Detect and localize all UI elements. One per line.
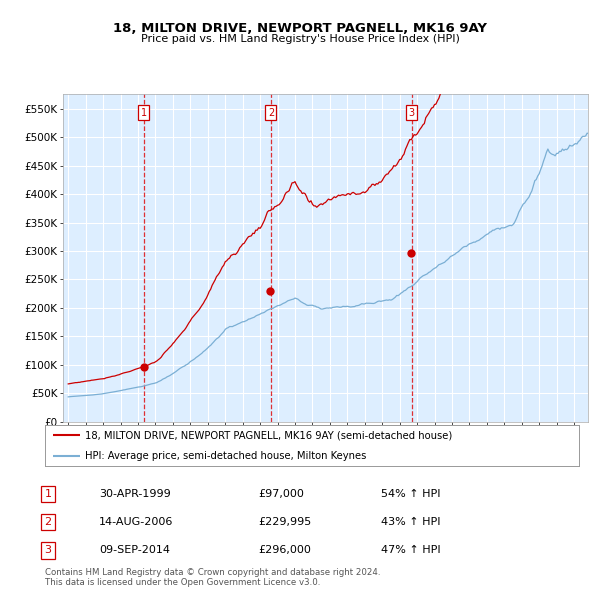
Text: 1: 1 bbox=[140, 107, 147, 117]
Text: 14-AUG-2006: 14-AUG-2006 bbox=[99, 517, 173, 527]
Text: Contains HM Land Registry data © Crown copyright and database right 2024.: Contains HM Land Registry data © Crown c… bbox=[45, 568, 380, 577]
Text: 1: 1 bbox=[44, 489, 52, 499]
Text: 47% ↑ HPI: 47% ↑ HPI bbox=[381, 546, 440, 555]
Text: HPI: Average price, semi-detached house, Milton Keynes: HPI: Average price, semi-detached house,… bbox=[85, 451, 367, 461]
Text: 3: 3 bbox=[44, 546, 52, 555]
Text: 2: 2 bbox=[44, 517, 52, 527]
Text: 2: 2 bbox=[268, 107, 274, 117]
Text: 09-SEP-2014: 09-SEP-2014 bbox=[99, 546, 170, 555]
Text: 3: 3 bbox=[409, 107, 415, 117]
Text: £296,000: £296,000 bbox=[258, 546, 311, 555]
Text: Price paid vs. HM Land Registry's House Price Index (HPI): Price paid vs. HM Land Registry's House … bbox=[140, 34, 460, 44]
Text: 18, MILTON DRIVE, NEWPORT PAGNELL, MK16 9AY (semi-detached house): 18, MILTON DRIVE, NEWPORT PAGNELL, MK16 … bbox=[85, 430, 452, 440]
Text: 54% ↑ HPI: 54% ↑ HPI bbox=[381, 489, 440, 499]
Text: 18, MILTON DRIVE, NEWPORT PAGNELL, MK16 9AY: 18, MILTON DRIVE, NEWPORT PAGNELL, MK16 … bbox=[113, 22, 487, 35]
Text: £97,000: £97,000 bbox=[258, 489, 304, 499]
Text: 30-APR-1999: 30-APR-1999 bbox=[99, 489, 171, 499]
Text: This data is licensed under the Open Government Licence v3.0.: This data is licensed under the Open Gov… bbox=[45, 578, 320, 588]
Text: £229,995: £229,995 bbox=[258, 517, 311, 527]
Text: 43% ↑ HPI: 43% ↑ HPI bbox=[381, 517, 440, 527]
